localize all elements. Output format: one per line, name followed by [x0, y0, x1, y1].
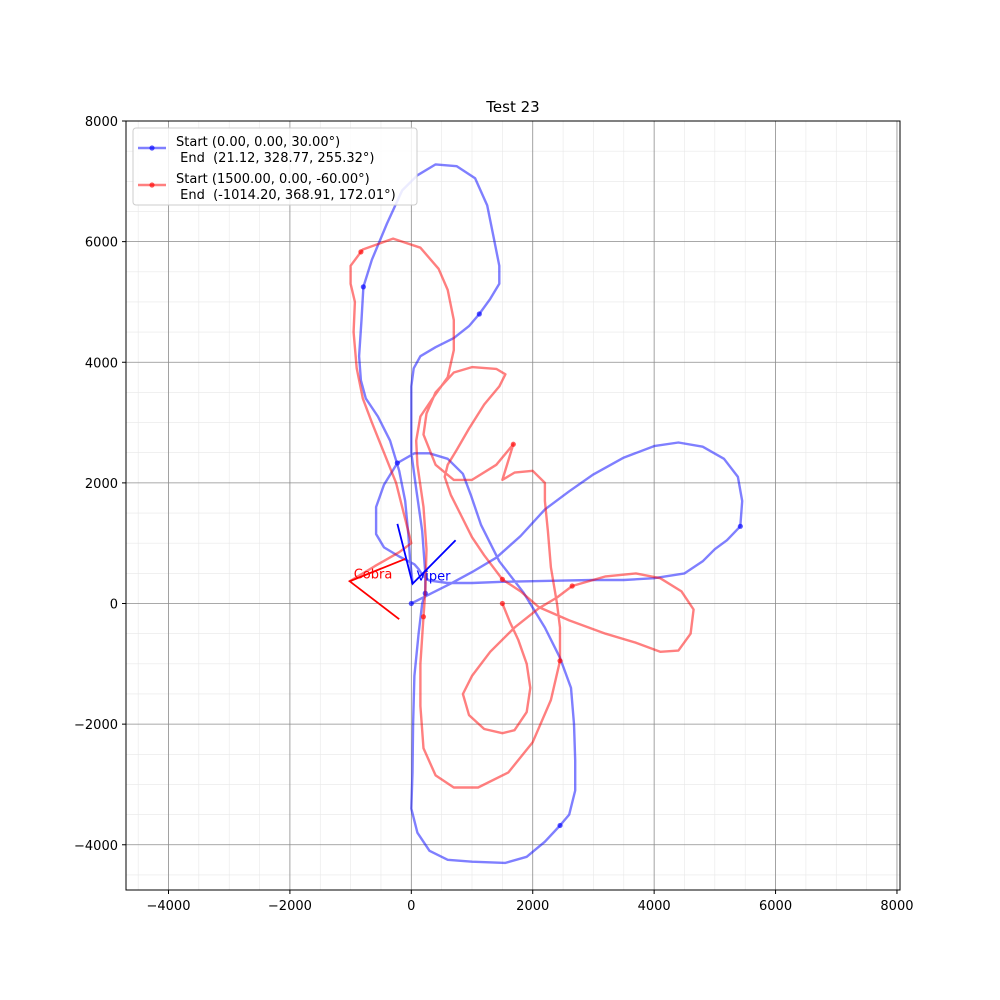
- legend-entry-text: End (-1014.20, 368.91, 172.01°): [176, 188, 396, 203]
- vehicle-marker-viper: [396, 523, 457, 586]
- legend-marker: [149, 182, 155, 188]
- series-2-marker: [499, 576, 505, 582]
- legend-box: [132, 127, 418, 206]
- series-2-marker: [358, 249, 364, 255]
- series-1-line: [357, 163, 744, 865]
- y-tick-label: 8000: [85, 115, 118, 130]
- major-grid: [126, 120, 900, 890]
- series-2-marker: [510, 441, 516, 447]
- vehicle-label-cobra: Cobra: [354, 567, 393, 582]
- y-tick-label: 4000: [85, 356, 118, 371]
- chart-title: Test 23: [485, 98, 539, 116]
- series-1-marker: [476, 311, 482, 317]
- y-tick-label: 2000: [85, 477, 118, 492]
- x-tick-label: −4000: [147, 899, 191, 914]
- legend-marker: [149, 145, 155, 151]
- y-tick-label: 6000: [85, 236, 118, 251]
- legend-entry-text: Start (1500.00, 0.00, -60.00°): [176, 172, 370, 187]
- series-1-marker: [557, 822, 563, 829]
- series-1-marker: [360, 284, 366, 290]
- x-tick-label: 2000: [516, 899, 549, 914]
- y-tick-label: −4000: [74, 839, 118, 854]
- vehicle-marker-cobra: [347, 558, 406, 620]
- x-tick-label: 0: [407, 899, 415, 914]
- series-2-marker: [420, 614, 427, 620]
- series-2-line: [349, 237, 695, 789]
- x-tick-label: 6000: [759, 899, 792, 914]
- series-2-marker: [569, 583, 575, 589]
- minor-grid: [126, 121, 900, 890]
- x-tick-label: 8000: [880, 899, 913, 914]
- vehicle-layer: Cobra Viper: [347, 523, 457, 620]
- legend-entry-text: Start (0.00, 0.00, 30.00°): [176, 135, 340, 150]
- x-tick-label: 4000: [638, 899, 671, 914]
- vehicle-label-viper: Viper: [417, 570, 451, 585]
- series-layer: [349, 163, 744, 865]
- axes-frame: [125, 120, 901, 891]
- series-1-marker: [408, 600, 414, 607]
- series-1-marker: [394, 460, 400, 466]
- series-2-marker: [557, 658, 563, 664]
- tick-layer: −4000 −2000 0 2000 4000 6000 8000 −4000 −2000 0 20…: [74, 115, 913, 914]
- x-tick-label: −2000: [268, 899, 312, 914]
- y-tick-label: 0: [110, 598, 118, 613]
- y-tick-label: −2000: [74, 718, 118, 733]
- series-2-marker: [499, 600, 505, 607]
- legend-entry-text: End (21.12, 328.77, 255.32°): [176, 151, 374, 166]
- series-1-marker: [737, 523, 743, 529]
- legend: Start (0.00, 0.00, 30.00°) End (21.12, 3…: [132, 127, 418, 206]
